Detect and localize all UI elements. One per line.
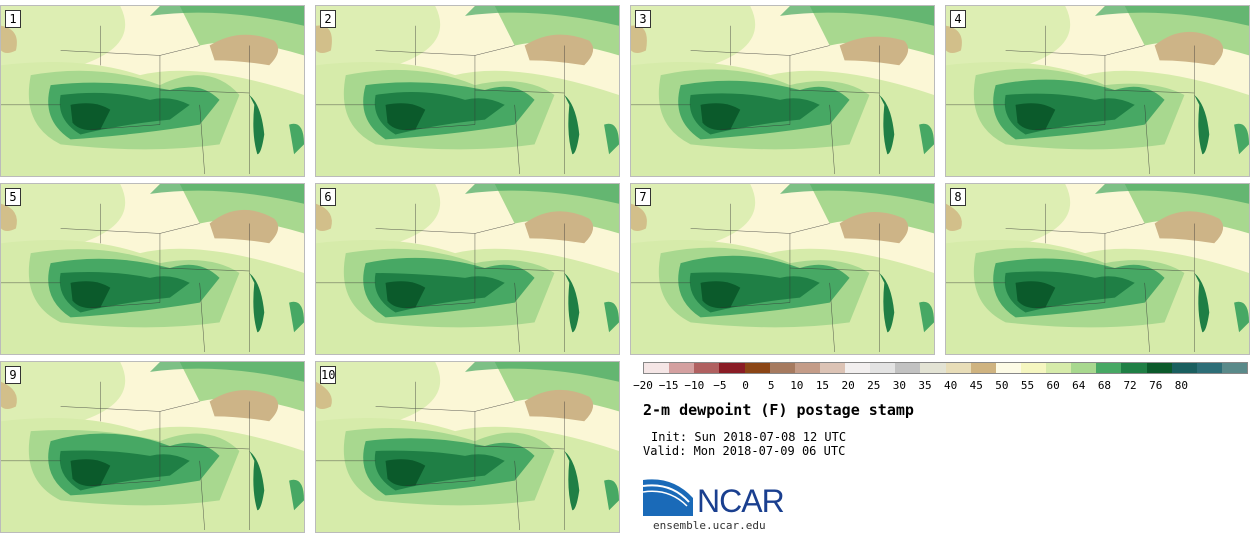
colorbar-swatch [819,363,845,373]
colorbar-tick: 80 [1174,379,1188,392]
colorbar-tick: −20 [633,379,653,392]
colorbar-tick: 10 [790,379,804,392]
ensemble-member-panel: 4 [945,5,1250,177]
colorbar-swatch [1020,363,1046,373]
ensemble-member-panel: 7 [630,183,935,355]
logo-wordmark: NCAR [697,483,785,519]
colorbar-swatch [1196,363,1222,373]
ncar-logo-icon [643,479,693,516]
colorbar-tick: 50 [995,379,1009,392]
colorbar-swatch [1121,363,1147,373]
colorbar-tick: 76 [1149,379,1163,392]
colorbar-tick: 35 [918,379,932,392]
member-number-label: 4 [950,10,966,28]
ensemble-member-panel: 8 [945,183,1250,355]
ensemble-member-panel: 5 [0,183,305,355]
colorbar-tick: 72 [1123,379,1137,392]
dewpoint-map [946,184,1249,354]
colorbar-swatch [794,363,820,373]
colorbar-tick: −15 [658,379,679,392]
colorbar-swatch [995,363,1021,373]
figure-title: 2-m dewpoint (F) postage stamp [643,401,914,419]
dewpoint-map [316,362,619,532]
colorbar-tick: 68 [1097,379,1112,392]
colorbar-swatch [945,363,971,373]
colorbar-swatch [644,363,670,373]
colorbar-tick: 20 [841,379,855,392]
dewpoint-map [1,6,304,176]
ensemble-member-panel: 1 [0,5,305,177]
colorbar-tick: 55 [1020,379,1035,392]
valid-time: Valid: Mon 2018-07-09 06 UTC [643,444,846,458]
colorbar-tick: −10 [684,379,705,392]
dewpoint-map [1,184,304,354]
ensemble-member-panel: 10 [315,361,620,533]
colorbar-swatch [845,363,871,373]
logo-url: ensemble.ucar.edu [653,519,766,532]
colorbar-swatch [895,363,921,373]
colorbar-tick: 0 [742,379,749,392]
ensemble-member-panel: 2 [315,5,620,177]
colorbar-tick: 25 [867,379,881,392]
colorbar-tick: 64 [1072,379,1086,392]
member-number-label: 6 [320,188,336,206]
colorbar [643,362,1248,374]
member-number-label: 9 [5,366,21,384]
colorbar-swatch [694,363,720,373]
member-number-label: 10 [320,366,336,384]
colorbar-tick-labels: −20 −15 −10 −5 0 5 10 15 20 25 30 35 40 45 50 55 60 64 68 7… [630,379,1250,393]
member-number-label: 1 [5,10,21,28]
colorbar-swatch [1146,363,1172,373]
colorbar-tick: −5 [713,379,727,392]
colorbar-swatch [669,363,695,373]
colorbar-tick: 30 [892,379,906,392]
colorbar-swatch [744,363,770,373]
colorbar-swatch [1171,363,1197,373]
colorbar-swatch [1221,363,1247,373]
colorbar-swatch [1096,363,1122,373]
member-number-label: 8 [950,188,966,206]
member-number-label: 3 [635,10,651,28]
member-number-label: 2 [320,10,336,28]
colorbar-tick: 5 [767,379,775,392]
colorbar-tick: 15 [815,379,830,392]
colorbar-swatch [769,363,795,373]
colorbar-swatch [719,363,745,373]
dewpoint-map [1,362,304,532]
dewpoint-map [316,184,619,354]
colorbar-tick: 45 [969,379,983,392]
dewpoint-map [631,184,934,354]
colorbar-swatch [970,363,996,373]
member-number-label: 7 [635,188,651,206]
dewpoint-map [946,6,1249,176]
colorbar-swatch [870,363,896,373]
ensemble-member-panel: 3 [630,5,935,177]
colorbar-swatch [1046,363,1072,373]
ensemble-member-panel: 6 [315,183,620,355]
dewpoint-map [631,6,934,176]
member-number-label: 5 [5,188,21,206]
colorbar-swatch [1071,363,1097,373]
ensemble-member-panel: 9 [0,361,305,533]
init-time: Init: Sun 2018-07-08 12 UTC [651,430,847,444]
colorbar-tick: 40 [944,379,958,392]
colorbar-tick: 60 [1046,379,1060,392]
colorbar-swatch [920,363,946,373]
dewpoint-map [316,6,619,176]
